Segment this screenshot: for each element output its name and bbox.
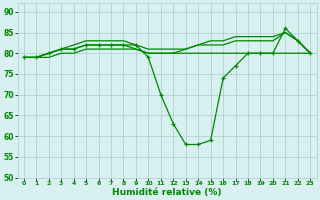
X-axis label: Humidité relative (%): Humidité relative (%) [112, 188, 222, 197]
